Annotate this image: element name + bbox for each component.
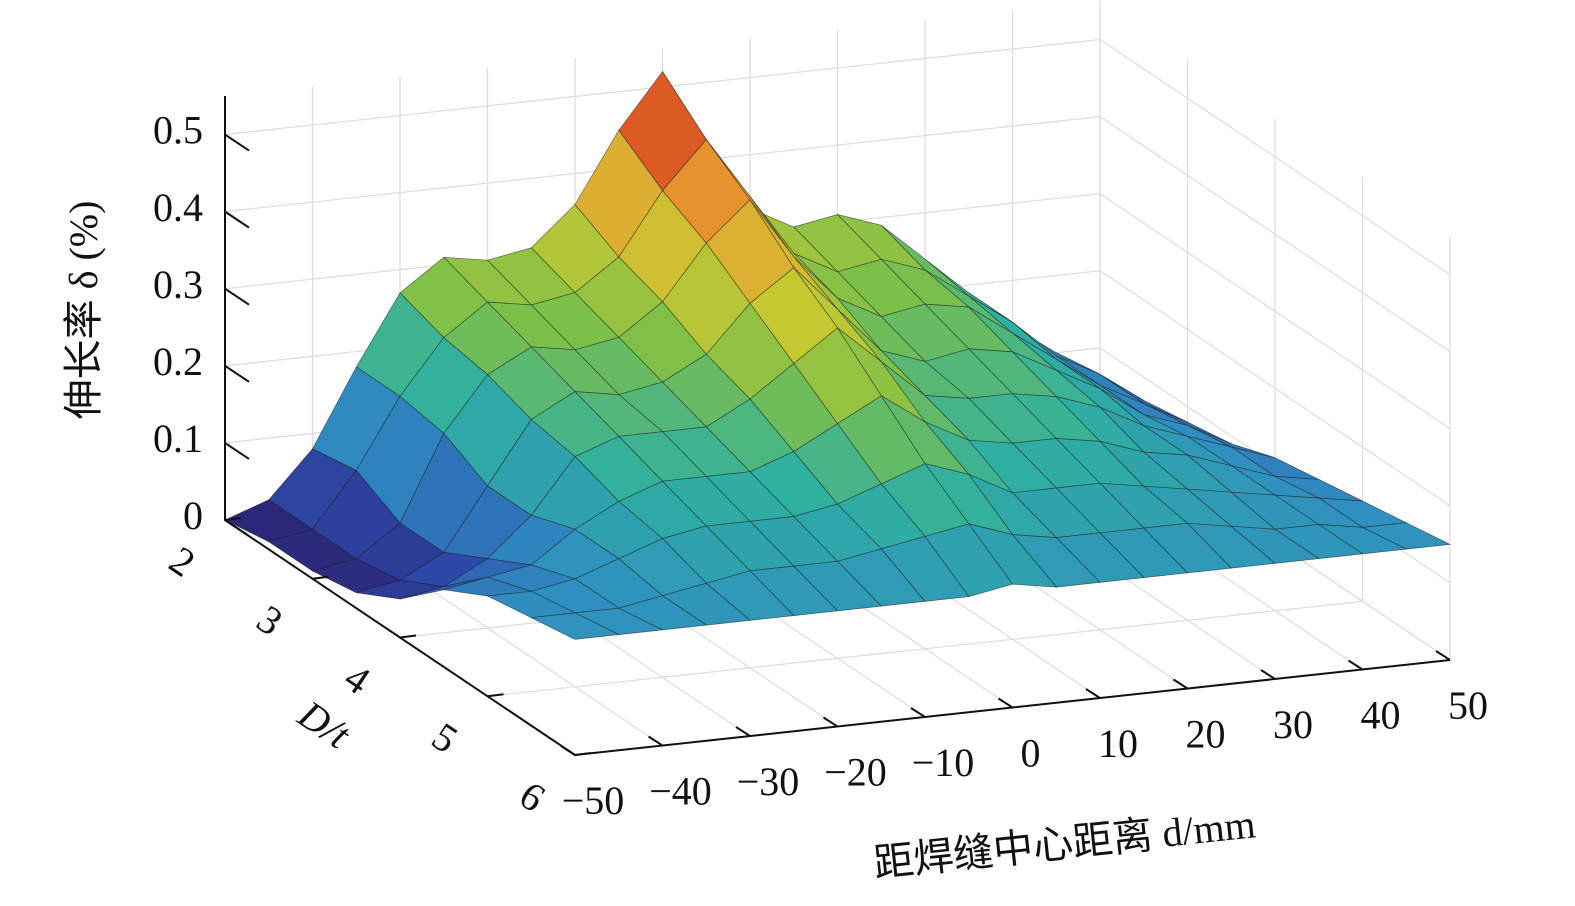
x-tick (1172, 678, 1189, 690)
x-tick (560, 745, 576, 756)
z-tick (224, 133, 250, 152)
z-tick-label: 0.1 (153, 416, 203, 461)
x-tick-label: 0 (1021, 731, 1041, 776)
x-tick (910, 707, 926, 718)
y-tick-label: 4 (337, 655, 379, 704)
y-tick-label: 5 (424, 713, 466, 762)
x-tick (1260, 669, 1276, 680)
x-tick (1347, 659, 1364, 671)
x-tick-label: 50 (1448, 683, 1488, 728)
x-tick-label: −20 (824, 750, 887, 795)
x-tick-label: −50 (562, 778, 625, 823)
surface (224, 70, 1452, 640)
z-tick (224, 287, 250, 306)
y-tick-label: 6 (512, 772, 554, 821)
x-tick-label: 20 (1186, 712, 1226, 757)
x-tick (1085, 688, 1101, 699)
x-tick (735, 726, 751, 737)
y-tick (399, 634, 417, 639)
x-tick-label: 10 (1098, 721, 1138, 766)
y-axis-label: D/t (290, 691, 359, 758)
y-tick (224, 517, 242, 521)
y-tick (312, 575, 329, 580)
x-tick-label: 40 (1361, 693, 1401, 738)
z-axis-label: 伸长率 δ (%) (61, 201, 106, 420)
x-tick (1435, 650, 1451, 661)
z-tick (224, 519, 250, 537)
x-axis-label: 距焊缝中心距离 d/mm (872, 801, 1258, 886)
x-tick (822, 716, 839, 728)
x-tick-label: 30 (1273, 702, 1313, 747)
z-tick-label: 0.5 (153, 108, 203, 153)
x-tick (997, 697, 1014, 709)
y-tick-label: 3 (249, 596, 291, 645)
z-tick (224, 442, 250, 460)
y-tick (487, 693, 504, 698)
z-tick-label: 0.3 (153, 262, 203, 307)
x-tick (647, 735, 664, 747)
grid-line (487, 177, 1364, 697)
z-tick-label: 0.4 (153, 185, 203, 230)
z-tick-label: 0 (183, 493, 203, 538)
z-tick (224, 364, 250, 383)
y-tick (574, 752, 592, 756)
x-tick-label: −30 (737, 759, 800, 804)
x-tick-label: −40 (649, 769, 712, 814)
z-tick-label: 0.2 (153, 339, 203, 384)
surface-patch (530, 612, 621, 640)
z-tick (224, 210, 250, 229)
x-tick-label: −10 (912, 740, 975, 785)
y-tick-label: 2 (162, 537, 204, 586)
